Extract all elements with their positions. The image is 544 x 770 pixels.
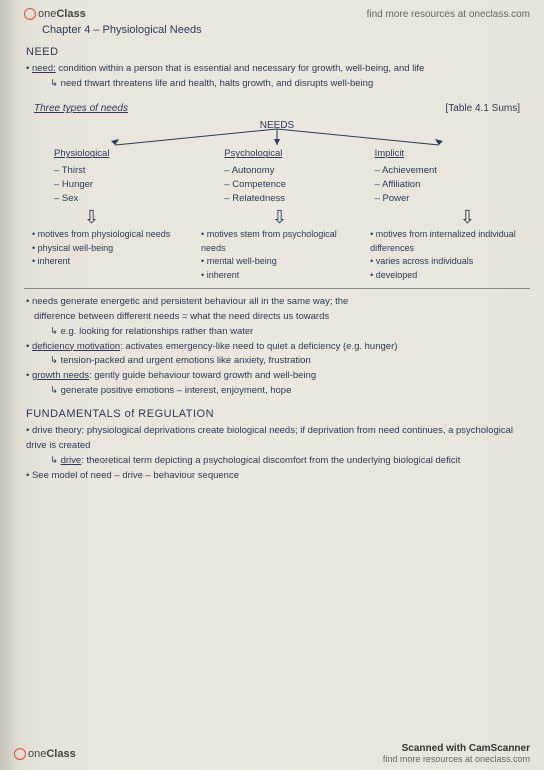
fund-line: • See model of need – drive – behaviour …: [26, 469, 530, 484]
brand-logo-footer: oneClass: [14, 748, 76, 760]
divider: [24, 288, 530, 289]
body-line: ↳ e.g. looking for relationships rather …: [50, 325, 530, 340]
body-line: ↳ generate positive emotions – interest,…: [50, 384, 530, 399]
logo-icon: [24, 8, 36, 20]
motives-psych: • motives stem from psychological needs …: [201, 228, 353, 282]
header-link[interactable]: find more resources at oneclass.com: [367, 9, 530, 20]
body-line: difference between different needs = wha…: [34, 310, 530, 325]
arrow-down-icon: ⇩: [272, 208, 287, 226]
types-title: Three types of needs: [34, 103, 128, 114]
brand-name-footer: oneClass: [28, 748, 76, 760]
body-line: • deficiency motivation: activates emerg…: [26, 340, 530, 355]
body-line: ↳ tension-packed and urgent emotions lik…: [50, 354, 530, 369]
arrow-down-icon: ⇩: [84, 208, 99, 226]
chapter-title: Chapter 4 – Physiological Needs: [42, 24, 530, 36]
footer-link[interactable]: find more resources at oneclass.com: [383, 754, 530, 764]
need-definition: • need: condition within a person that i…: [26, 62, 530, 77]
motives-phys: • motives from physiological needs • phy…: [32, 228, 184, 282]
arrow-down-icon: ⇩: [460, 208, 475, 226]
tree-branches: [24, 133, 530, 147]
body-line: • needs generate energetic and persisten…: [26, 295, 530, 310]
section-fundamentals-title: FUNDAMENTALS of REGULATION: [26, 408, 530, 420]
table-ref: [Table 4.1 Sums]: [446, 103, 520, 114]
needs-tree: NEEDS Physiological – Thirst – Hunger – …: [24, 120, 530, 282]
brand-logo: oneClass: [24, 8, 86, 20]
fund-line: • drive theory: physiological deprivatio…: [26, 424, 530, 453]
fund-line: ↳ drive: theoretical term depicting a ps…: [50, 454, 530, 469]
section-need-title: NEED: [26, 46, 530, 58]
motives-row: • motives from physiological needs • phy…: [24, 228, 530, 282]
logo-icon: [14, 748, 26, 760]
col-psychological: Psychological – Autonomy – Competence – …: [214, 147, 351, 206]
brand-name: oneClass: [38, 8, 86, 20]
col-physiological: Physiological – Thirst – Hunger – Sex: [54, 147, 191, 206]
col-implicit: Implicit – Achievement – Affiliation – P…: [375, 147, 512, 206]
scanned-watermark: Scanned with CamScanner: [383, 743, 530, 754]
need-sub: ↳ need thwart threatens life and health,…: [50, 77, 530, 92]
page-header: oneClass find more resources at oneclass…: [24, 8, 530, 20]
page-footer: oneClass Scanned with CamScanner find mo…: [14, 743, 530, 764]
notebook-page: oneClass find more resources at oneclass…: [0, 0, 544, 770]
motives-impl: • motives from internalized individual d…: [370, 228, 522, 282]
body-line: • growth needs: gently guide behaviour t…: [26, 369, 530, 384]
